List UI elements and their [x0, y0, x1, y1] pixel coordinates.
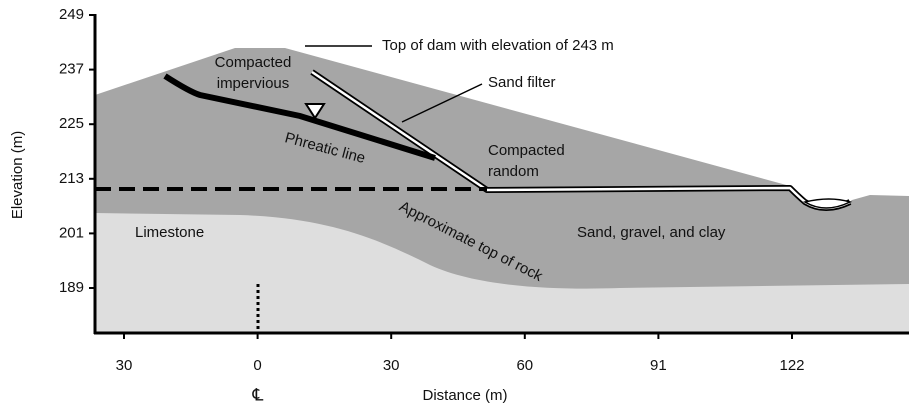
x-tick-label: 91: [650, 357, 667, 374]
y-tick-label: 237: [59, 61, 84, 78]
compacted-random-1: Compacted: [488, 142, 565, 159]
sand-gravel-clay-label: Sand, gravel, and clay: [577, 224, 726, 241]
compacted-impervious-1: Compacted: [215, 54, 292, 71]
y-axis-label: Elevation (m): [9, 131, 26, 219]
rock: [95, 213, 909, 333]
drain-pocket: [803, 198, 853, 209]
y-tick-label: 213: [59, 170, 84, 187]
compacted-random-2: random: [488, 163, 539, 180]
limestone-label: Limestone: [135, 224, 204, 241]
leader-filter: [401, 83, 483, 123]
x-tick-label: 30: [383, 357, 400, 374]
y-tick-label: 201: [59, 224, 84, 241]
sand-filter-label: Sand filter: [488, 74, 556, 91]
compacted-impervious-2: impervious: [217, 75, 290, 92]
x-tick-label: 30: [116, 357, 133, 374]
top-of-dam-label: Top of dam with elevation of 243 m: [382, 37, 614, 54]
x-axis-label: Distance (m): [422, 387, 507, 404]
y-tick-label: 249: [59, 6, 84, 23]
water-level-symbol: [304, 103, 326, 120]
phreatic-line: [163, 73, 436, 161]
x-tick-label: 0: [253, 357, 261, 374]
centerline-symbol: ℄: [252, 385, 264, 404]
y-tick-label: 225: [59, 115, 84, 132]
x-tick-label: 60: [516, 357, 533, 374]
y-tick-label: 189: [59, 279, 84, 296]
x-tick-label: 122: [779, 357, 804, 374]
